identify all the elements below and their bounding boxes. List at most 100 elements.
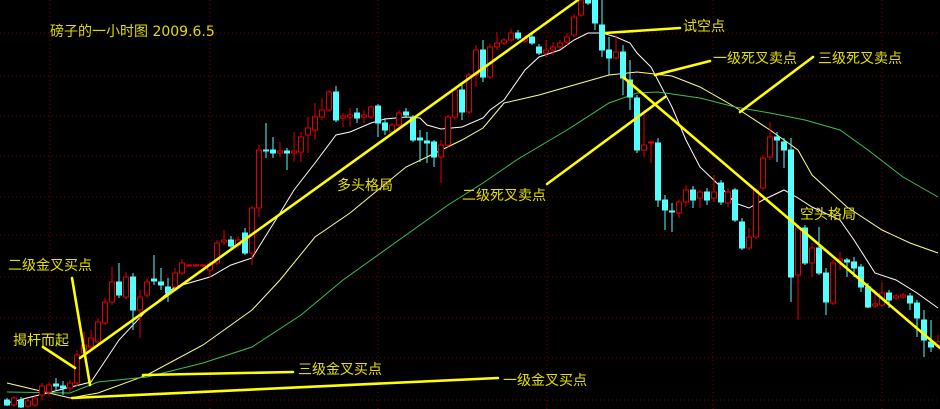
candle-body	[795, 227, 801, 276]
candle-body	[333, 91, 339, 121]
candle-down	[704, 188, 710, 205]
candle-body	[914, 302, 920, 319]
candle-body	[102, 301, 108, 324]
candle-up	[305, 117, 311, 153]
candle-down	[403, 108, 409, 118]
candle-body	[144, 281, 150, 296]
label-buy-level3: 三级金叉买点	[298, 362, 382, 378]
candle-body	[200, 264, 206, 267]
candle-down	[606, 37, 612, 75]
candle-body	[270, 149, 276, 154]
candle-body	[886, 292, 892, 301]
candle-body	[424, 140, 430, 144]
candle-up	[102, 298, 108, 325]
candle-down	[928, 320, 934, 352]
candle-body	[599, 24, 605, 51]
candle-body	[697, 191, 703, 199]
candle-up	[298, 132, 304, 162]
annotation-lines	[41, 0, 940, 400]
candle-body	[32, 397, 38, 406]
candle-body	[368, 106, 374, 118]
candle-down	[515, 30, 521, 40]
moving-average-line	[6, 71, 939, 399]
candle-up	[11, 396, 17, 407]
candle-up	[347, 108, 353, 127]
candle-body	[361, 114, 367, 118]
label-sell-level3: 三级死叉卖点	[818, 51, 902, 67]
candle-down	[417, 130, 423, 162]
candle-body	[564, 36, 570, 43]
candle-body	[683, 189, 689, 203]
candle-body	[508, 32, 514, 41]
candle-body	[893, 295, 899, 299]
candle-body	[676, 201, 682, 214]
candle-up	[172, 268, 178, 290]
candle-down	[116, 263, 122, 298]
candle-body	[921, 319, 927, 341]
candle-body	[39, 385, 45, 396]
candle-body	[704, 191, 710, 201]
label-buy-level1: 一级金叉买点	[503, 373, 587, 389]
candle-body	[25, 400, 31, 407]
candle-body	[592, 0, 598, 24]
candle-up	[508, 29, 514, 42]
candle-up	[676, 200, 682, 218]
candle-down	[4, 398, 10, 406]
candle-body	[788, 149, 794, 278]
candle-body	[641, 144, 647, 151]
candle-down	[60, 381, 66, 395]
candle-body	[137, 296, 143, 311]
candle-up	[200, 264, 206, 267]
candle-body	[4, 399, 10, 406]
candle-down	[690, 186, 696, 208]
candle-body	[312, 116, 318, 131]
candle-body	[60, 385, 66, 389]
candle-up	[571, 14, 577, 37]
candle-body	[410, 116, 416, 141]
candle-body	[263, 149, 269, 152]
candle-up	[648, 141, 654, 163]
candle-body	[774, 136, 780, 141]
candle-body	[578, 0, 584, 16]
sell-level2-pointer	[545, 95, 667, 186]
candle-up	[221, 230, 227, 245]
candle-down	[270, 137, 276, 158]
candle-body	[256, 149, 262, 209]
candle-body	[634, 97, 640, 151]
candle-down	[480, 40, 486, 82]
candle-body	[214, 242, 220, 264]
candle-up	[361, 110, 367, 123]
candle-down	[627, 60, 633, 110]
candle-body	[613, 51, 619, 59]
candle-body	[459, 89, 465, 113]
uptrend-line	[78, 0, 580, 360]
candle-up	[193, 264, 199, 267]
candle-body	[291, 150, 297, 154]
candle-up	[46, 382, 52, 396]
candle-body	[725, 191, 731, 204]
candle-body	[501, 39, 507, 44]
candle-up	[32, 396, 38, 407]
candle-down	[634, 95, 640, 153]
candle-body	[354, 112, 360, 119]
label-sell-level2: 二级死叉卖点	[462, 188, 546, 204]
candle-body	[396, 112, 402, 126]
candle-body	[389, 124, 395, 133]
candle-down	[375, 104, 381, 137]
candle-up	[760, 155, 766, 190]
try-short-pointer	[603, 26, 682, 35]
candle-body	[375, 105, 381, 124]
candle-up	[494, 32, 500, 50]
candle-body	[718, 182, 724, 203]
candle-down	[774, 132, 780, 162]
downtrend-line	[621, 75, 940, 350]
candle-up	[683, 185, 689, 207]
candle-body	[739, 221, 745, 249]
candle-down	[669, 203, 675, 232]
candle-body	[536, 46, 542, 54]
candle-body	[557, 42, 563, 48]
candle-body	[473, 49, 479, 76]
